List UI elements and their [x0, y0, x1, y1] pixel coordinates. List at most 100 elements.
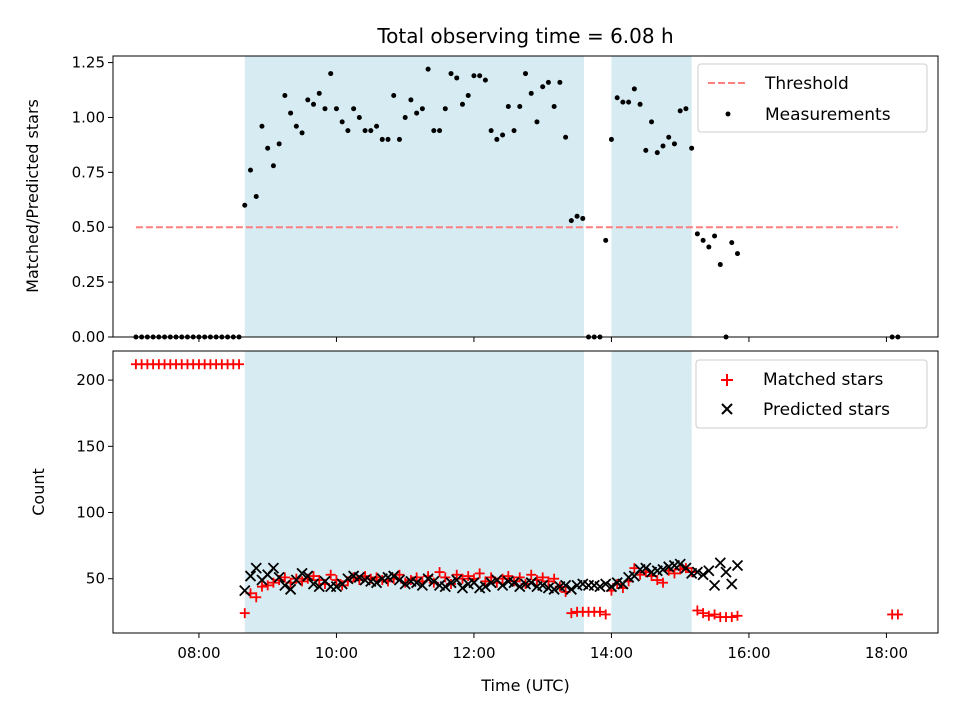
legend-predicted-label: Predicted stars [763, 400, 890, 420]
bottom-y-axis: 50 100 150 200 [76, 371, 113, 588]
measurement-point [374, 123, 380, 129]
predicted-star-point [559, 579, 572, 591]
predicted-star-point [296, 567, 308, 580]
bottom-y-axis-label: Count [29, 468, 48, 516]
matched-star-point [892, 609, 903, 620]
measurement-point [517, 103, 523, 109]
measurement-point [459, 101, 465, 107]
predicted-star-point [514, 581, 526, 593]
matched-star-point [698, 608, 709, 619]
top-x-axis [198, 337, 887, 342]
measurement-point [488, 128, 494, 134]
measurement-point [253, 194, 259, 199]
legend-measurements-label: Measurements [765, 105, 891, 125]
measurement-point [637, 101, 643, 107]
x-tick-label: 12:00 [452, 644, 495, 662]
bottom-x-axis: 08:00 10:00 12:00 14:00 16:00 18:00 [177, 633, 908, 662]
matched-star-point [594, 606, 605, 617]
predicted-star-point [640, 562, 652, 574]
measurement-point [339, 119, 345, 125]
measurement-point [305, 97, 311, 103]
measurement-point [534, 119, 540, 125]
predicted-star-point [439, 581, 451, 593]
measurement-point [614, 95, 620, 101]
bottom-legend: Matched stars Predicted stars [695, 359, 928, 429]
measurement-point [465, 93, 471, 99]
measurement-point [328, 71, 334, 77]
predicted-star-point [411, 577, 423, 589]
matched-star-point [411, 572, 422, 583]
measurement-point [448, 71, 454, 77]
predicted-star-point [273, 571, 285, 584]
predicted-star-point [674, 558, 686, 570]
predicted-star-point [565, 583, 577, 595]
measurement-point [551, 103, 557, 109]
measurement-point [729, 240, 735, 246]
matched-star-point [703, 610, 714, 621]
predicted-star-point [239, 584, 251, 597]
matched-star-point [709, 609, 720, 620]
predicted-star-point [307, 578, 320, 590]
measurement-point [282, 93, 288, 99]
bottom-legend-box [695, 359, 928, 429]
matched-star-point [268, 577, 279, 588]
top-chart-title: Total observing time = 6.08 h [376, 24, 673, 48]
measurement-point [270, 163, 276, 169]
matched-star-point [434, 567, 445, 578]
x-tick-label: 16:00 [727, 644, 770, 662]
matched-star-point [308, 571, 319, 582]
bottom-y-tick-label: 100 [76, 504, 105, 522]
measurement-point [482, 77, 488, 83]
matched-star-point [262, 580, 273, 591]
measurement-point [333, 106, 339, 112]
predicted-star-point [657, 563, 669, 576]
measurement-point [299, 130, 305, 136]
legend-matched-label: Matched stars [763, 370, 883, 390]
measurement-point [568, 218, 574, 224]
measurement-point [242, 202, 248, 208]
x-tick-label: 10:00 [315, 644, 358, 662]
matched-star-point [463, 571, 474, 582]
predicted-star-point [714, 557, 726, 569]
predicted-star-point [731, 559, 744, 572]
measurement-point [379, 136, 385, 142]
measurement-point [454, 75, 460, 81]
measurement-point [700, 237, 706, 243]
measurement-point [734, 251, 740, 257]
matched-star-point [234, 359, 245, 370]
predicted-star-point [537, 579, 549, 591]
predicted-star-point [691, 566, 704, 578]
measurements-series [133, 66, 901, 340]
bottom-observing-windows [244, 351, 692, 633]
matched-star-point [549, 573, 560, 584]
predicted-star-point [330, 581, 343, 593]
measurement-point [391, 93, 397, 99]
predicted-star-point [399, 578, 411, 590]
measurement-point [276, 141, 282, 147]
predicted-star-point [244, 570, 257, 582]
measurement-point [528, 90, 534, 96]
predicted-star-point [508, 577, 520, 589]
measurement-point [248, 167, 253, 173]
predicted-star-point [267, 562, 280, 574]
measurement-point [626, 99, 632, 105]
predicted-star-point [428, 575, 440, 588]
top-legend-box [697, 63, 928, 133]
predicted-star-point [388, 570, 400, 582]
predicted-star-point [605, 581, 618, 593]
measurement-point [666, 134, 672, 140]
measurement-point [345, 128, 351, 134]
measurement-point [603, 237, 609, 243]
x-tick-label: 08:00 [177, 644, 220, 662]
measurement-point [545, 79, 551, 85]
matched-star-point [440, 572, 451, 583]
measurement-point [689, 145, 695, 151]
predicted-star-point [525, 577, 537, 589]
measurement-point [620, 99, 626, 105]
top-y-tick-label: 0.75 [72, 163, 105, 181]
top-y-tick-label: 1.25 [72, 54, 105, 72]
top-y-tick-label: 0.00 [72, 328, 105, 346]
matched-star-point [543, 576, 554, 587]
predicted-star-point [703, 565, 715, 577]
matched-star-point [451, 569, 462, 580]
